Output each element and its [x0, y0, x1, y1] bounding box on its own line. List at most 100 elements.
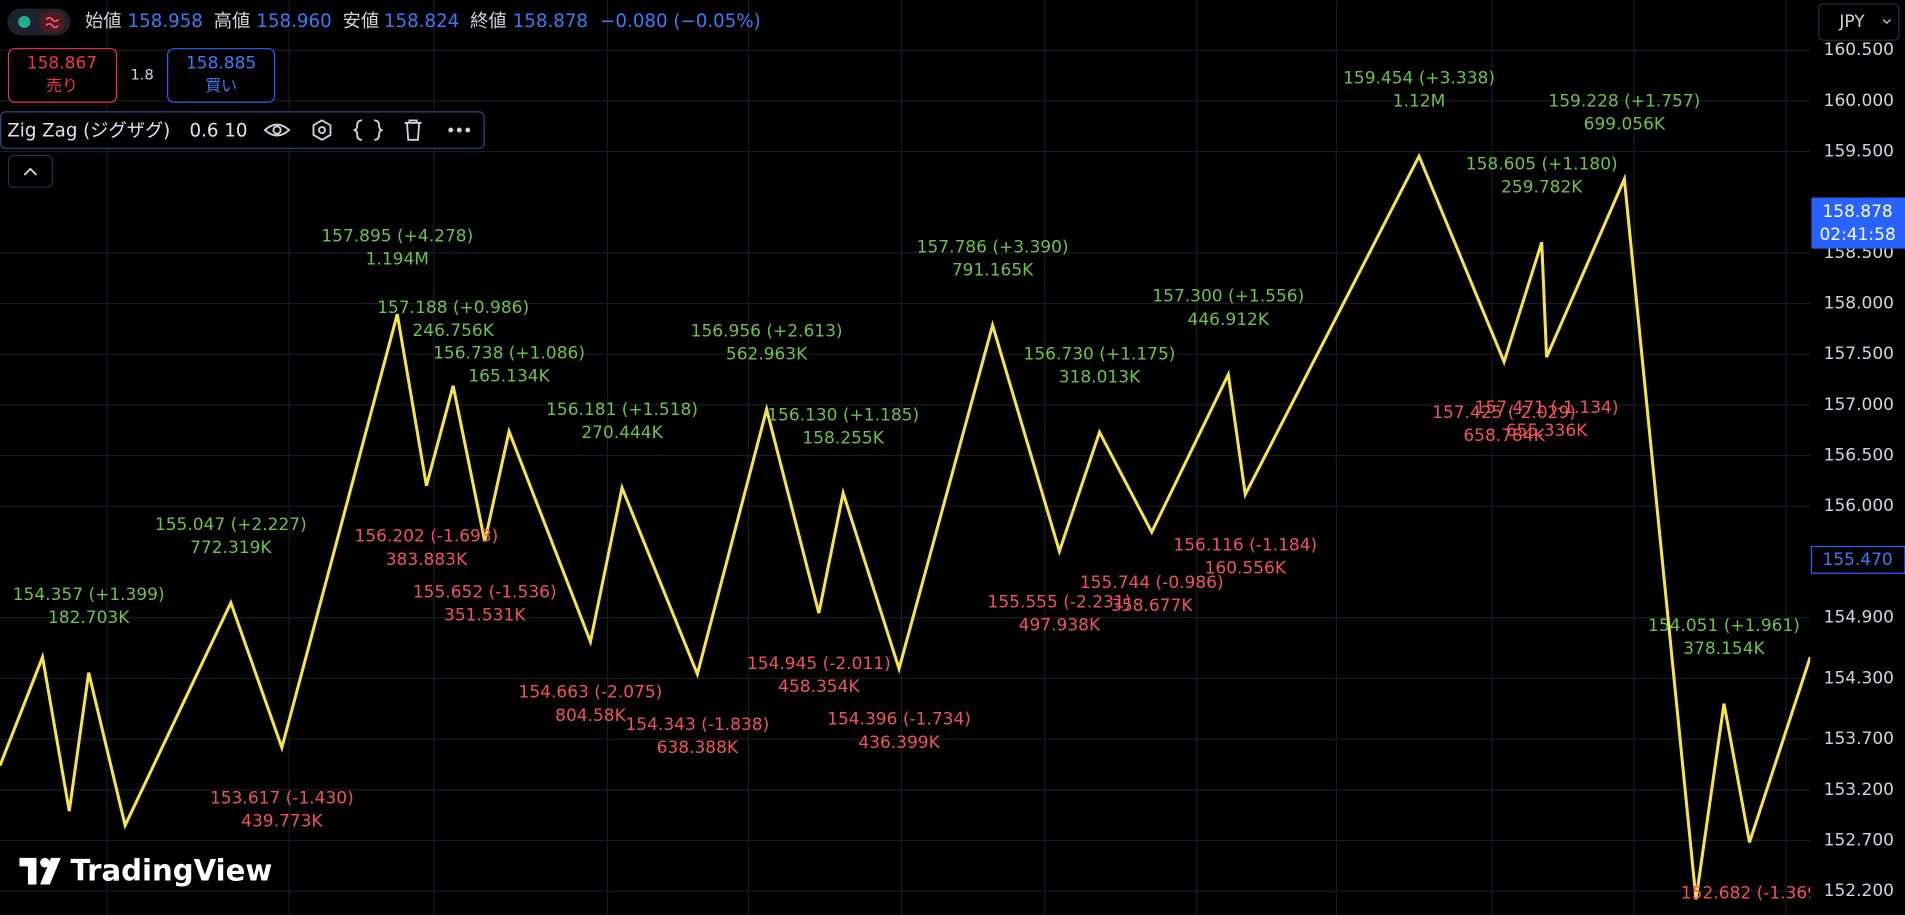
status-dot — [18, 15, 31, 29]
indicator-name: Zig Zag (ジグザグ) — [7, 120, 170, 141]
pivot-volume: 182.703K — [48, 608, 130, 628]
eye-pupil — [272, 125, 282, 135]
collapse-button[interactable] — [7, 154, 53, 188]
grid — [0, 0, 1811, 915]
spread: 1.8 — [131, 66, 154, 83]
high-pivot-label: 157.188 (+0.986) — [377, 298, 529, 318]
logo-dot — [40, 857, 50, 868]
high-pivot-label: 155.047 (+2.227) — [155, 515, 307, 535]
collapse-icon — [23, 167, 38, 176]
low-pivot-label: 153.617 (-1.430) — [210, 789, 354, 809]
pivot-volume: 497.938K — [1019, 615, 1101, 635]
low-pivot-label: 156.116 (-1.184) — [1173, 535, 1317, 555]
pivot-volume: 1.194M — [366, 250, 429, 270]
low-pivot-label: 155.555 (-2.231) — [988, 592, 1132, 612]
pivot-volume: 439.773K — [241, 812, 323, 832]
currency-selector[interactable] — [1818, 3, 1900, 41]
price-marker: 155.470 — [1822, 550, 1892, 570]
pivot-volume: 259.782K — [1501, 178, 1583, 198]
pivot-volume: 358.677K — [1111, 596, 1193, 616]
settings-icon[interactable] — [312, 119, 332, 141]
indicator-params: 0.6 10 — [190, 120, 248, 141]
source-icon[interactable] — [353, 119, 383, 141]
pivot-volume: 638.388K — [657, 738, 739, 758]
high-pivot-label: 156.730 (+1.175) — [1024, 344, 1176, 364]
pivot-volume: 791.165K — [952, 261, 1034, 281]
pivot-volume: 458.354K — [778, 677, 860, 697]
high-pivot-label: 156.181 (+1.518) — [546, 400, 698, 420]
price-tick-label: 153.200 — [1824, 780, 1894, 800]
pivot-volume: 318.013K — [1059, 368, 1141, 388]
price-tick-label: 152.700 — [1824, 831, 1894, 851]
pivot-volume: 804.58K — [555, 706, 626, 726]
high-pivot-label: 154.357 (+1.399) — [13, 585, 165, 605]
pivot-volume: 383.883K — [386, 550, 468, 570]
watermark-text: TradingView — [70, 853, 272, 887]
pivot-volume: 436.399K — [858, 733, 940, 753]
change-value: −0.080 (−0.05%) — [600, 11, 761, 32]
more-icon[interactable] — [448, 127, 471, 133]
zigzag-line — [0, 152, 1812, 900]
delete-icon[interactable] — [404, 119, 422, 141]
low-pivot-label: 157.425 (-2.029) — [1432, 403, 1576, 423]
pivot-volume: 658.784K — [1463, 426, 1545, 446]
close-label: 終値 — [470, 11, 506, 32]
buy-price: 158.885 — [186, 53, 256, 73]
high-pivot-label: 159.228 (+1.757) — [1548, 91, 1700, 111]
high-pivot-label: 157.786 (+3.390) — [917, 237, 1069, 257]
pivot-volume: 351.531K — [444, 606, 526, 626]
pivot-volume: 246.756K — [412, 321, 494, 341]
price-tick-label: 153.700 — [1824, 729, 1894, 749]
price-marker-box — [1810, 545, 1905, 574]
sell-label: 売り — [46, 76, 78, 95]
pivot-volume: 1.12M — [1393, 92, 1446, 112]
watermark: TradingView — [19, 853, 272, 887]
low-pivot-label: 154.396 (-1.734) — [827, 710, 971, 730]
logo-mark — [19, 857, 61, 885]
pivot-volume: 446.912K — [1188, 310, 1270, 330]
currency: JPY — [1838, 12, 1865, 32]
pivot-volume: 772.319K — [190, 538, 272, 558]
alert-icon — [45, 16, 59, 29]
high-pivot-label: 156.130 (+1.185) — [767, 405, 919, 425]
pivot-volume: 655.336K — [1506, 421, 1588, 441]
price-tick-label: 154.300 — [1824, 668, 1894, 688]
alert-badge — [38, 11, 66, 33]
price-tick-label: 154.900 — [1824, 608, 1894, 628]
last-price-box — [1811, 197, 1905, 249]
high-pivot-label: 156.738 (+1.086) — [433, 344, 585, 364]
price-tick-label: 160.000 — [1824, 91, 1894, 111]
pivot-volume: 378.154K — [1683, 639, 1765, 659]
currency-chevron — [1882, 19, 1891, 25]
low-pivot-label: 154.343 (-1.838) — [625, 715, 769, 735]
price-tick-label: 157.500 — [1824, 344, 1894, 364]
low-pivot-label: 155.744 (-0.986) — [1080, 573, 1224, 593]
open-value: 158.958 — [128, 11, 203, 32]
price-tick-label: 158.000 — [1824, 294, 1894, 314]
last-price: 158.878 — [1822, 202, 1892, 222]
pivot-volume: 158.255K — [802, 428, 884, 448]
high-pivot-label: 157.895 (+4.278) — [321, 226, 473, 246]
open-label: 始値 — [85, 11, 121, 32]
pivot-volume: 160.556K — [1205, 559, 1287, 579]
high-pivot-label: 157.300 (+1.556) — [1152, 287, 1304, 307]
buy-button[interactable] — [167, 48, 276, 103]
price-tick-label: 156.000 — [1824, 496, 1894, 516]
indicator-icons — [263, 119, 422, 141]
indicator-legend[interactable] — [0, 111, 485, 149]
pivot-volume: 562.963K — [726, 345, 808, 365]
sell-button[interactable] — [7, 48, 118, 103]
low-value: 158.824 — [384, 11, 459, 32]
buy-label: 買い — [205, 76, 237, 95]
low-pivot-label: 155.652 (-1.536) — [413, 582, 557, 602]
eye-icon[interactable] — [263, 123, 291, 137]
high-pivot-label: 154.051 (+1.961) — [1648, 616, 1800, 636]
low-pivot-label: 154.945 (-2.011) — [747, 654, 891, 674]
price-tick-label: 159.500 — [1824, 142, 1894, 162]
high-pivot-label: 156.956 (+2.613) — [691, 322, 843, 342]
low-label: 安値 — [343, 11, 379, 32]
pivot-volume: 699.056K — [1584, 114, 1666, 134]
